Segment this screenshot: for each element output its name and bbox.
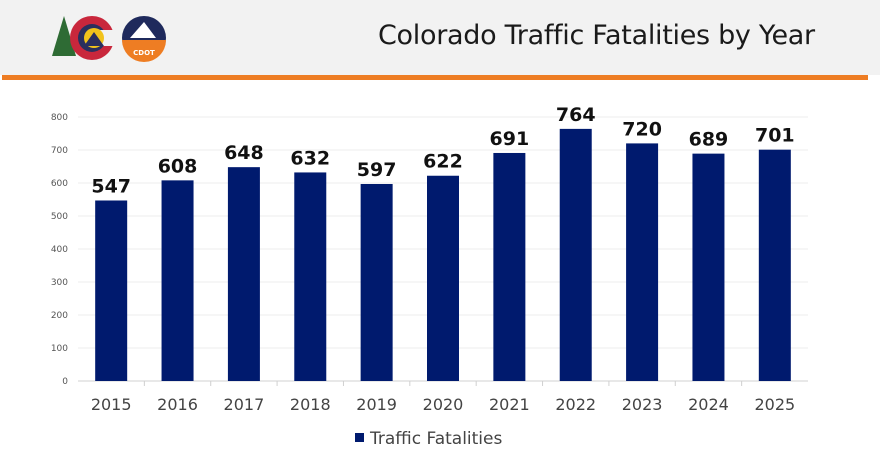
bar: [692, 153, 725, 381]
data-label: 701: [755, 125, 795, 147]
x-tick-label: 2019: [356, 395, 397, 414]
bar: [493, 152, 526, 381]
data-label: 691: [490, 128, 530, 150]
y-tick-label: 400: [51, 245, 68, 255]
x-tick-label: 2018: [290, 395, 331, 414]
data-label: 547: [91, 175, 131, 197]
x-tick-label: 2021: [489, 395, 530, 414]
x-tick-label: 2022: [555, 395, 596, 414]
legend-swatch: [355, 433, 364, 442]
bar: [559, 128, 592, 381]
data-label: 648: [224, 142, 264, 164]
bar: [427, 175, 459, 381]
bar: [227, 167, 260, 381]
x-tick-label: 2020: [423, 395, 464, 414]
x-tick-label: 2024: [688, 395, 729, 414]
cdot-logo: CDOT: [52, 16, 166, 62]
y-tick-label: 500: [51, 212, 68, 222]
bar: [161, 180, 194, 381]
data-label: 608: [158, 155, 198, 177]
x-tick-label: 2017: [224, 395, 265, 414]
x-tick-label: 2023: [622, 395, 663, 414]
bar: [294, 172, 327, 381]
y-tick-label: 0: [62, 377, 68, 387]
y-tick-label: 200: [51, 311, 68, 321]
x-tick-label: 2015: [91, 395, 132, 414]
y-tick-label: 100: [51, 344, 68, 354]
svg-text:CDOT: CDOT: [133, 49, 155, 57]
bar: [626, 143, 659, 381]
data-label: 597: [357, 159, 397, 181]
y-tick-label: 700: [51, 146, 68, 156]
x-tick-label: 2025: [754, 395, 795, 414]
y-tick-label: 800: [51, 113, 68, 123]
header-divider: [2, 75, 868, 80]
tree-icon: [52, 16, 76, 56]
data-label: 720: [622, 118, 662, 140]
y-tick-label: 600: [51, 179, 68, 189]
bar: [360, 183, 393, 381]
x-tick-label: 2016: [157, 395, 198, 414]
bar: [95, 200, 128, 381]
bar: [758, 149, 791, 381]
data-label: 764: [556, 104, 596, 126]
page-title: Colorado Traffic Fatalities by Year: [378, 20, 815, 51]
data-label: 622: [423, 151, 463, 173]
data-label: 632: [290, 147, 330, 169]
legend-label: Traffic Fatalities: [369, 429, 502, 449]
y-tick-label: 300: [51, 278, 68, 288]
data-label: 689: [689, 129, 729, 151]
